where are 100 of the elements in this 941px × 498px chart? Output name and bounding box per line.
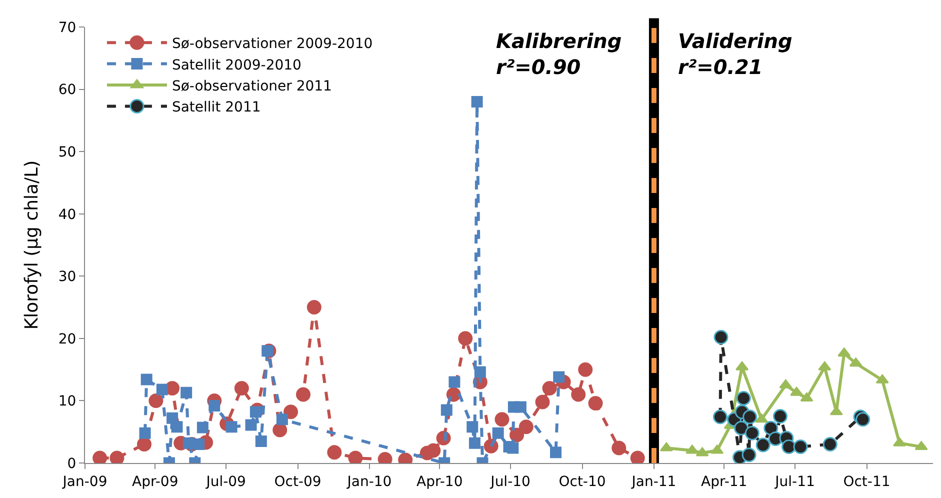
point: [838, 348, 851, 357]
point: [790, 386, 804, 396]
point: [306, 300, 322, 315]
point: [276, 414, 288, 426]
point: [660, 442, 673, 452]
point: [514, 401, 526, 413]
point: [448, 376, 460, 388]
point: [272, 422, 288, 438]
legend-label: Satellit 2011: [172, 100, 261, 116]
point: [756, 438, 770, 452]
point: [542, 381, 557, 396]
point: [518, 420, 534, 434]
x-tick-label: Oct-09: [274, 474, 322, 490]
point: [471, 96, 483, 108]
point: [171, 421, 183, 433]
point: [193, 438, 205, 450]
point: [136, 437, 152, 452]
x-tick-label: Oct-11: [843, 474, 890, 490]
point: [744, 426, 760, 440]
point: [818, 361, 832, 370]
point: [800, 392, 814, 402]
point: [588, 396, 603, 410]
annotation: Kalibrering r²=0.90: [496, 29, 622, 79]
point: [822, 437, 838, 452]
point: [140, 374, 152, 386]
point: [553, 371, 565, 383]
point: [234, 381, 249, 396]
y-tick-label: 10: [58, 394, 76, 410]
point: [612, 440, 626, 456]
point: [736, 361, 749, 370]
y-tick-label: 50: [58, 144, 76, 160]
point: [148, 393, 164, 408]
x-tick-label: Apr-09: [132, 474, 178, 490]
point: [686, 444, 699, 454]
x-tick-label: Jan-10: [346, 474, 392, 490]
point: [262, 345, 274, 357]
point: [466, 421, 478, 433]
point: [793, 440, 808, 454]
x-tick-label: Apr-11: [701, 474, 748, 490]
point: [830, 406, 843, 416]
point: [772, 409, 788, 424]
point: [630, 450, 645, 463]
point: [139, 427, 151, 439]
point: [578, 362, 593, 377]
point: [426, 443, 441, 458]
point: [710, 444, 724, 454]
legend-label: Sø-observationer 2009-2010: [172, 36, 373, 52]
point: [180, 386, 192, 398]
point: [571, 387, 586, 402]
point: [327, 445, 342, 460]
point: [507, 442, 519, 454]
point: [734, 420, 749, 436]
point: [208, 400, 220, 412]
point: [535, 394, 550, 410]
point: [550, 446, 562, 458]
point: [440, 404, 452, 416]
x-tick-label: Oct-10: [558, 474, 606, 490]
y-axis-title: Klorofyl (µg chla/L): [22, 160, 43, 330]
point: [92, 450, 108, 463]
x-tick-label: Jan-09: [62, 474, 108, 490]
point: [492, 427, 504, 439]
point: [226, 421, 238, 433]
point: [255, 435, 267, 447]
point: [876, 374, 889, 384]
point: [764, 420, 778, 436]
point: [714, 330, 728, 344]
y-tick-label: 70: [58, 20, 76, 36]
legend-label: Sø-observationer 2011: [172, 78, 332, 94]
y-tick-label: 20: [58, 331, 76, 348]
y-tick-label: 0: [67, 456, 76, 472]
point: [458, 331, 473, 346]
point: [348, 450, 363, 463]
point: [182, 437, 194, 449]
x-tick-label: Apr-10: [416, 474, 463, 490]
point: [849, 358, 862, 367]
point: [755, 414, 768, 423]
x-tick-label: Jul-11: [774, 474, 815, 490]
point: [696, 447, 709, 456]
x-tick-label: Jul-10: [490, 474, 530, 490]
y-tick-label: 40: [58, 206, 76, 223]
point: [296, 387, 310, 402]
point: [742, 410, 758, 424]
point: [914, 441, 928, 450]
point: [474, 366, 486, 378]
y-tick-label: 30: [58, 269, 76, 286]
point: [494, 412, 510, 427]
point: [156, 384, 168, 396]
annotation: Validering r²=0.21: [678, 29, 792, 79]
point: [736, 390, 751, 406]
x-tick-label: Jan-11: [630, 474, 676, 490]
point: [779, 379, 792, 388]
point: [196, 422, 208, 434]
point: [712, 410, 728, 424]
legend-label: Satellit 2009-2010: [172, 57, 302, 74]
point: [245, 419, 257, 431]
point: [110, 450, 124, 463]
point: [782, 440, 796, 454]
point: [742, 448, 756, 462]
point: [468, 437, 480, 449]
point: [284, 404, 298, 420]
